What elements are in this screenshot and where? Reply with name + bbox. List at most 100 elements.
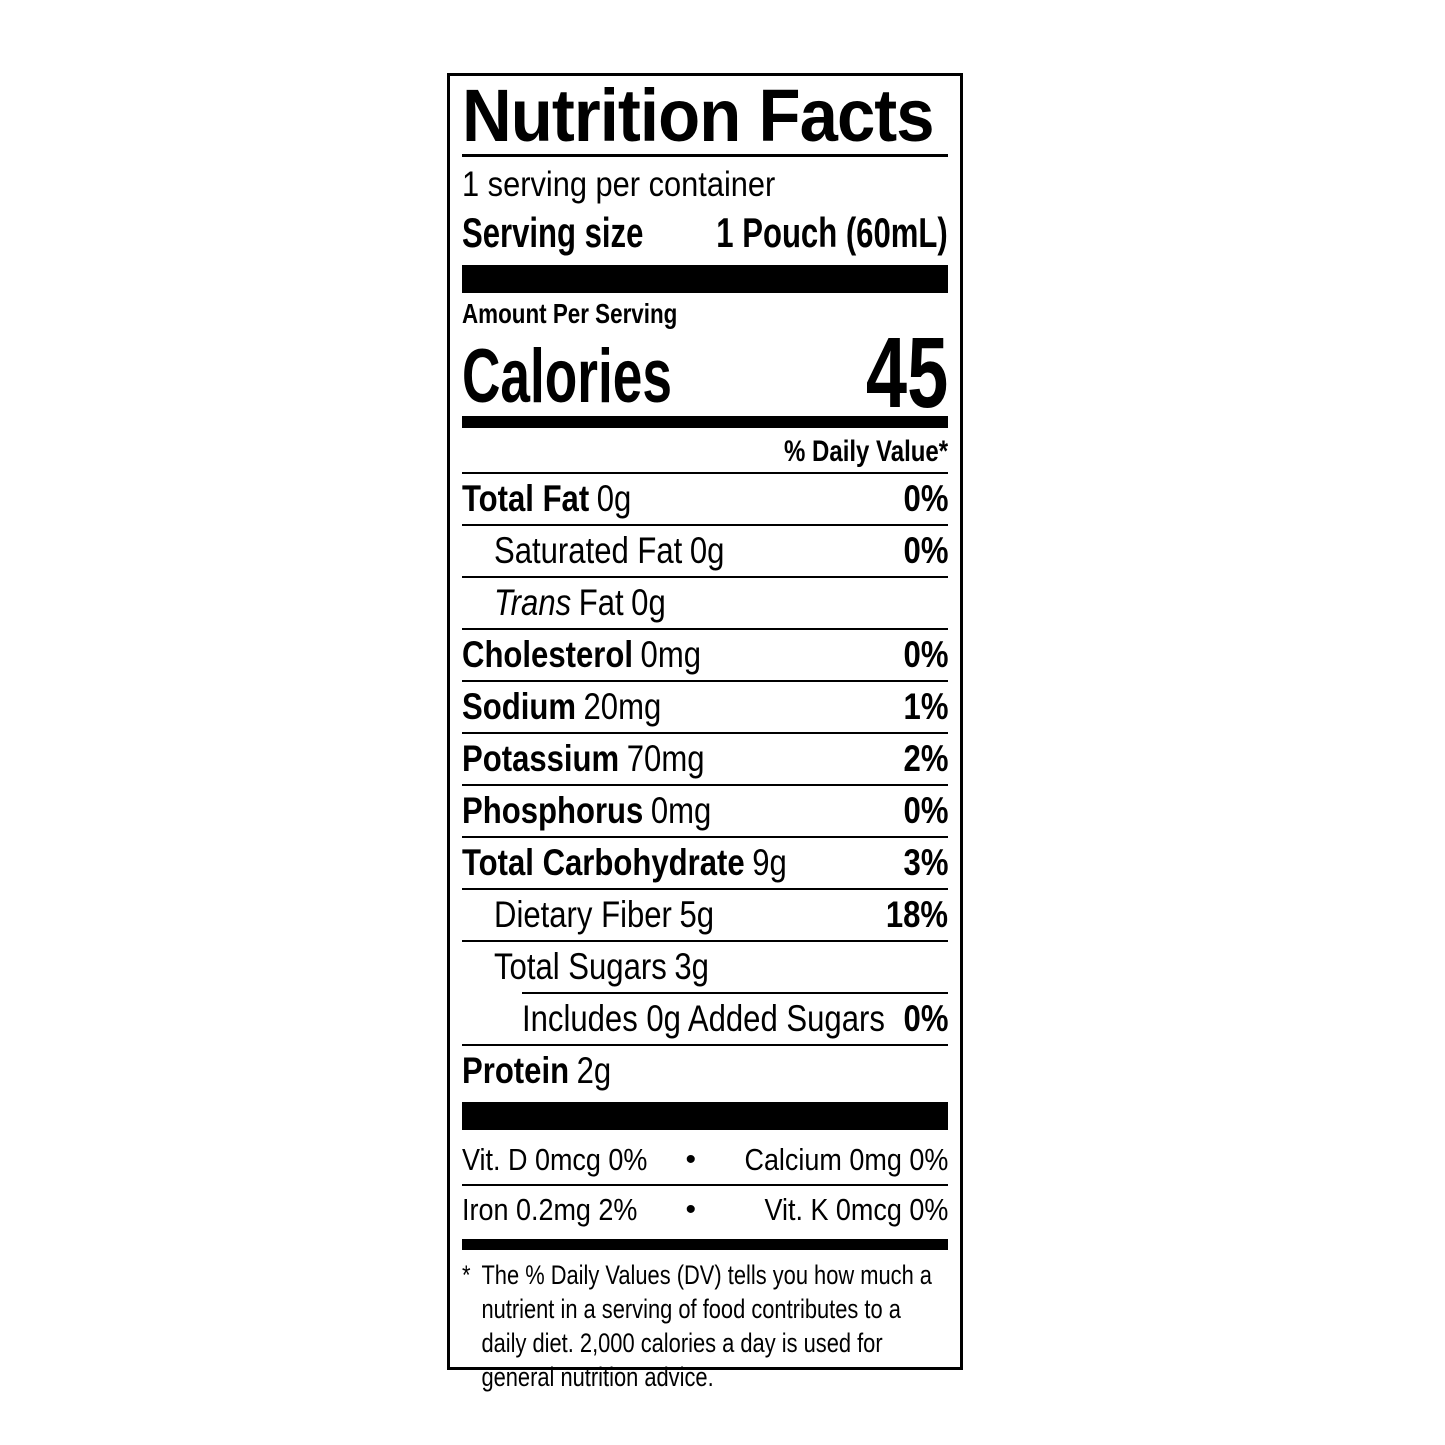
nutrient-amount: 0mg [650,790,712,831]
nutrient-name-amount: Phosphorus 0mg [462,786,711,836]
row-separator [462,524,948,526]
nutrient-dv: 2% [903,738,948,779]
bullet-icon: • [685,1143,697,1176]
nutrient-name: Saturated Fat [494,530,683,571]
thick-divider-micronutrients [462,1102,948,1130]
nutrient-amount: 70mg [626,738,705,779]
daily-value-header-text: % Daily Value* [783,435,948,468]
thick-divider-top [462,265,948,293]
nutrient-name: Phosphorus [462,790,644,831]
nutrient-name-amount: Potassium 70mg [462,734,704,784]
nutrient-dv: 3% [903,842,948,883]
servings-per-container-text: 1 serving per container [462,165,776,204]
micronutrient-row-1: Vit. D 0mcg 0% • Calcium 0mg 0% [462,1136,948,1184]
nutrient-name: Protein [462,1050,570,1091]
nutrient-dv: 0% [903,634,948,675]
serving-size-value: 1 Pouch (60mL) [716,209,948,256]
row-separator [462,576,948,578]
calories-label: Calories [462,334,672,419]
nutrient-dv: 0% [903,478,948,519]
amount-per-serving-text: Amount Per Serving [462,298,678,329]
nutrient-amount: 0g [689,530,725,571]
micronutrient-left: Vit. D 0mcg 0% [462,1142,686,1178]
nutrient-name-amount: Includes 0g Added Sugars [522,994,885,1044]
slim-divider-footnote [462,1239,948,1250]
nutrient-name-amount: Saturated Fat 0g [494,526,724,576]
nutrient-name: Fat [578,582,624,623]
row-separator-indented [522,992,948,994]
servings-per-container: 1 serving per container [462,163,948,207]
nutrient-row-saturated-fat: Saturated Fat 0g 0% [462,526,948,576]
nutrient-amount: 0g [631,582,666,623]
row-separator [462,784,948,786]
nutrient-name-amount: Total Carbohydrate 9g [462,838,787,888]
row-separator [462,888,948,890]
nutrient-row-added-sugars: Includes 0g Added Sugars 0% [462,994,948,1044]
micronutrient-left: Iron 0.2mg 2% [462,1192,686,1228]
nutrient-amount: 0g [596,478,632,519]
nutrient-name: Dietary Fiber [494,894,672,935]
medium-divider-calories [462,416,948,428]
nutrient-name: Potassium [462,738,620,779]
calories-value: 45 [865,317,948,429]
label-title: Nutrition Facts [462,74,935,157]
title-rule [462,154,948,157]
nutrient-name-amount: Protein 2g [462,1046,611,1096]
nutrient-name-amount: Sodium 20mg [462,682,661,732]
micronutrient-right: Calcium 0mg 0% [696,1142,948,1178]
nutrient-name: Total Sugars [494,946,667,987]
row-separator [462,940,948,942]
footnote-text: The % Daily Values (DV) tells you how mu… [481,1260,932,1392]
nutrient-row-cholesterol: Cholesterol 0mg 0% [462,630,948,680]
row-separator [462,836,948,838]
nutrient-row-total-sugars: Total Sugars 3g [462,942,948,992]
row-separator [462,1044,948,1046]
nutrient-amount: 20mg [583,686,662,727]
nutrient-name-amount: Total Fat 0g [462,474,631,524]
nutrient-name: Cholesterol [462,634,633,675]
bullet-icon: • [685,1193,697,1226]
row-separator [462,472,948,474]
nutrient-amount: 0mg [640,634,702,675]
nutrient-name-amount: Trans Fat 0g [494,578,666,628]
nutrient-row-trans-fat: Trans Fat 0g [462,578,948,628]
nutrient-amount: 9g [752,842,787,883]
nutrient-amount: 3g [674,946,709,987]
micronutrient-right-text: Calcium 0mg 0% [744,1142,948,1177]
micronutrient-left-text: Iron 0.2mg 2% [462,1192,638,1227]
amount-per-serving: Amount Per Serving [462,299,948,329]
nutrient-name-amount: Cholesterol 0mg [462,630,701,680]
nutrient-row-potassium: Potassium 70mg 2% [462,734,948,784]
nutrient-row-phosphorus: Phosphorus 0mg 0% [462,786,948,836]
serving-size-row: Serving size 1 Pouch (60mL) [462,207,948,259]
nutrient-name-italic: Trans [494,582,572,623]
nutrient-dv: 0% [903,790,948,831]
nutrition-facts-label: Nutrition Facts 1 serving per container … [447,73,963,1392]
micronutrient-left-text: Vit. D 0mcg 0% [462,1142,648,1177]
nutrient-name-amount: Dietary Fiber 5g [494,890,714,940]
nutrient-name: Total Fat [462,478,590,519]
nutrient-name: Sodium [462,686,576,727]
micronutrient-right: Vit. K 0mcg 0% [696,1192,948,1228]
nutrient-name-amount: Total Sugars 3g [494,942,709,992]
footnote-marker: * [462,1260,471,1290]
row-separator [462,628,948,630]
row-separator [462,680,948,682]
daily-value-header: % Daily Value* [462,432,948,472]
micronutrient-row-2: Iron 0.2mg 2% • Vit. K 0mcg 0% [462,1186,948,1234]
nutrient-dv: 0% [903,998,948,1039]
nutrient-name: Includes 0g Added Sugars [522,998,885,1039]
nutrient-row-protein: Protein 2g [462,1046,948,1096]
nutrient-row-total-carbohydrate: Total Carbohydrate 9g 3% [462,838,948,888]
nutrient-row-dietary-fiber: Dietary Fiber 5g 18% [462,890,948,940]
row-separator [462,1184,948,1186]
nutrient-name: Total Carbohydrate [462,842,745,883]
nutrient-amount: 5g [679,894,715,935]
calories-row: Calories 45 [462,323,948,423]
nutrient-amount: 2g [576,1050,612,1091]
nutrient-row-sodium: Sodium 20mg 1% [462,682,948,732]
row-separator [462,732,948,734]
nutrient-row-total-fat: Total Fat 0g 0% [462,474,948,524]
nutrient-dv: 0% [903,530,948,571]
